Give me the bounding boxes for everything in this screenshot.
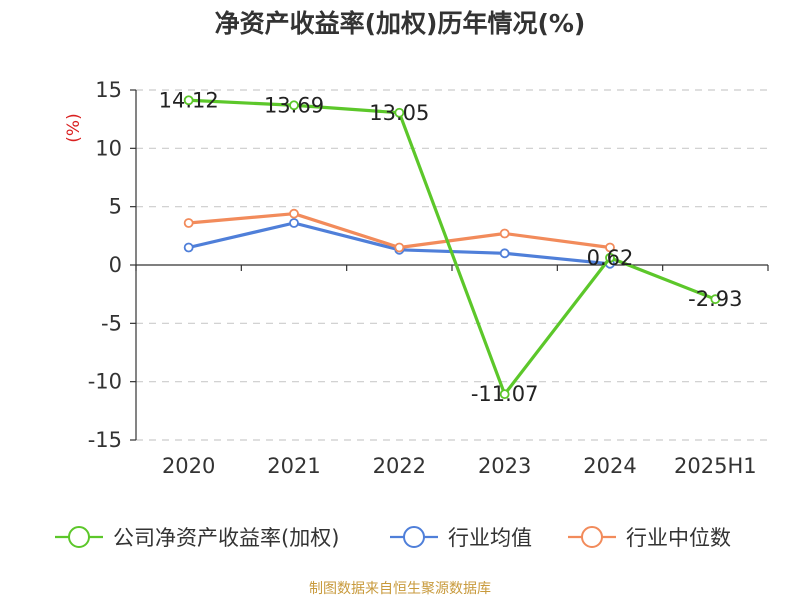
data-point (289, 218, 299, 228)
y-tick-label: 0 (109, 253, 122, 277)
data-point (499, 228, 510, 239)
data-point (183, 242, 194, 253)
data-point (605, 252, 615, 263)
data-label: 14.12 (159, 88, 219, 112)
x-tick-label: 2025H1 (674, 454, 757, 478)
legend-label: 行业均值 (448, 526, 532, 550)
x-tick-label: 2023 (478, 454, 531, 478)
axes: 15 10 5 0 -5 -10 -15 2020 2021 2022 2023 2024 2025H1 (88, 78, 769, 478)
data-point (183, 95, 194, 106)
chart-title: 净资产收益率(加权)历年情况(%) (214, 9, 586, 38)
data-label: 13.05 (369, 101, 429, 125)
data-point (605, 242, 615, 253)
legend-item: 行业均值 (390, 526, 532, 550)
series-layer (183, 95, 721, 400)
data-point (499, 248, 510, 259)
y-tick-label: 15 (95, 78, 122, 102)
data-point (710, 294, 721, 305)
legend-marker (403, 526, 425, 548)
legend-label: 公司净资产收益率(加权) (113, 526, 339, 550)
series-line (188, 212, 611, 250)
legend-marker (581, 526, 603, 548)
data-label: 0.62 (587, 246, 634, 270)
data-point (183, 218, 194, 228)
data-label: -2.93 (688, 287, 742, 311)
legend-marker (68, 526, 90, 548)
series-line (188, 98, 716, 396)
data-point (499, 389, 510, 400)
source-note: 制图数据来自恒生聚源数据库 (309, 581, 491, 597)
data-label: -11.07 (471, 382, 539, 406)
y-tick-label: -10 (88, 370, 122, 394)
legend-item: 行业中位数 (568, 526, 731, 550)
legend-item: 公司净资产收益率(加权) (55, 526, 339, 550)
data-label: 13.69 (264, 93, 324, 117)
grid-lines (136, 89, 768, 441)
x-tick-label: 2021 (267, 454, 320, 478)
data-point (394, 242, 405, 253)
data-labels: 14.12 13.69 13.05 -11.07 0.62 -2.93 (159, 88, 743, 406)
y-tick-label: -5 (101, 311, 122, 335)
data-point (289, 100, 299, 111)
x-tick-label: 2022 (373, 454, 426, 478)
y-tick-label: 5 (109, 195, 122, 219)
y-tick-label: -15 (88, 428, 122, 452)
legend-label: 行业中位数 (626, 526, 731, 550)
y-axis-label: (%) (64, 113, 84, 142)
data-point (289, 208, 299, 219)
y-tick-label: 10 (95, 136, 122, 160)
data-point (394, 107, 405, 118)
x-tick-label: 2020 (162, 454, 215, 478)
x-tick-label: 2024 (583, 454, 636, 478)
legend: 公司净资产收益率(加权) 行业均值 行业中位数 (55, 526, 731, 550)
